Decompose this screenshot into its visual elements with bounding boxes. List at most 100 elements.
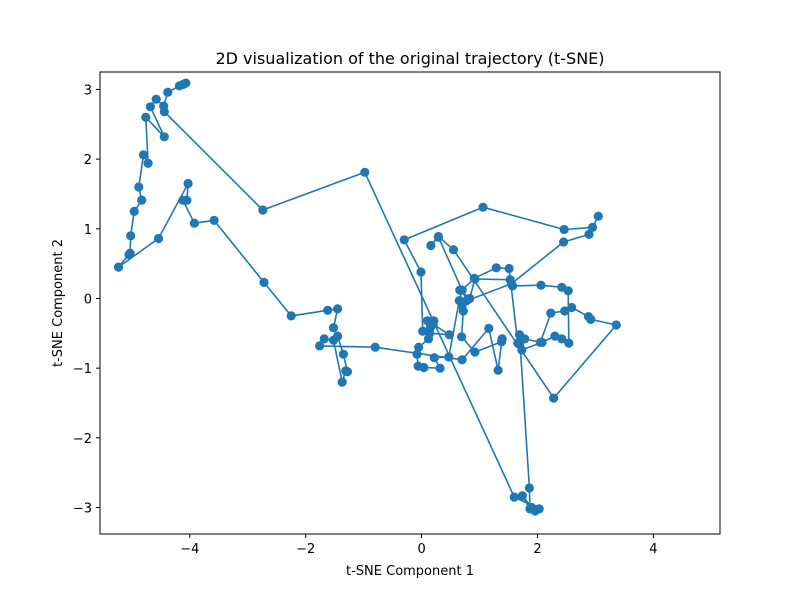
data-point [129, 206, 139, 216]
data-point [559, 237, 569, 247]
data-point [416, 267, 426, 277]
data-point [497, 337, 507, 347]
data-point [151, 94, 161, 104]
y-tick-label: −2 [73, 432, 92, 447]
data-point [113, 262, 124, 272]
data-point [457, 285, 467, 295]
x-tick-label: −2 [296, 542, 315, 557]
data-point [478, 202, 488, 212]
data-point [429, 353, 439, 363]
y-tick-label: 0 [84, 292, 92, 307]
data-point [258, 205, 268, 215]
data-point [338, 349, 348, 359]
data-point [517, 491, 528, 501]
axes-frame [99, 71, 721, 535]
data-point [315, 341, 325, 351]
data-point [418, 326, 428, 336]
data-point [426, 240, 436, 251]
data-point [560, 306, 570, 316]
data-point [514, 330, 525, 340]
data-point [360, 167, 370, 177]
data-point [457, 332, 467, 342]
data-point [559, 224, 569, 235]
x-tick-label: −4 [180, 542, 199, 557]
data-point [504, 263, 514, 274]
data-point [567, 302, 577, 313]
data-point [341, 366, 351, 376]
data-point [319, 334, 329, 344]
data-point [337, 377, 347, 387]
data-point [433, 231, 443, 242]
data-point [454, 296, 464, 306]
trajectory-points [113, 78, 621, 516]
data-point [584, 229, 594, 239]
x-tick-label: 4 [649, 542, 657, 557]
data-point [550, 331, 560, 341]
data-point [448, 245, 459, 255]
data-point [174, 81, 184, 91]
y-tick-label: 3 [84, 83, 92, 98]
y-tick-label: 1 [84, 223, 92, 238]
data-point [145, 102, 155, 112]
data-point [328, 335, 339, 345]
data-point [428, 319, 438, 329]
data-point [493, 365, 503, 375]
data-point [611, 320, 621, 330]
data-point [444, 352, 454, 362]
data-point [546, 308, 556, 318]
data-point [444, 330, 454, 340]
data-point [557, 334, 567, 344]
data-point [134, 182, 144, 192]
data-point [333, 304, 343, 314]
data-point [138, 150, 149, 160]
data-point [141, 112, 151, 122]
data-point [462, 296, 472, 306]
data-point [163, 87, 173, 97]
data-point [457, 355, 467, 365]
data-point [143, 158, 153, 168]
data-point [414, 342, 424, 352]
data-point [209, 215, 219, 225]
data-point [491, 263, 501, 273]
y-tick-label: 2 [84, 153, 92, 168]
y-tick-label: −3 [73, 502, 92, 517]
data-point [587, 222, 598, 232]
data-point [583, 312, 594, 322]
data-point [535, 337, 546, 347]
data-point [159, 132, 169, 142]
y-tick-label: −1 [73, 362, 92, 377]
data-point [286, 311, 296, 321]
data-point [425, 328, 435, 338]
data-point [399, 235, 409, 245]
trajectory-path [117, 82, 618, 512]
data-point [259, 277, 269, 287]
data-point [328, 323, 339, 333]
data-point [178, 195, 188, 205]
chart-title: 2D visualization of the original traject… [215, 49, 604, 68]
x-tick-label: 0 [417, 542, 425, 557]
data-point [413, 361, 423, 371]
data-point [469, 273, 479, 283]
data-point [524, 483, 535, 493]
data-point [593, 211, 603, 221]
data-point [564, 338, 574, 348]
data-point [137, 195, 147, 205]
data-point [513, 338, 523, 348]
data-point [506, 279, 516, 289]
data-point [189, 218, 199, 228]
data-point [536, 280, 546, 290]
data-point [370, 342, 380, 352]
data-point [549, 393, 559, 403]
data-point [323, 305, 333, 315]
data-point [484, 323, 494, 333]
data-point [159, 107, 169, 117]
data-point [509, 492, 519, 502]
data-point [126, 231, 136, 241]
data-point [435, 363, 445, 373]
data-point [470, 347, 480, 357]
data-point [534, 504, 544, 514]
data-point [153, 233, 164, 244]
data-point [183, 178, 193, 189]
data-point [124, 250, 134, 260]
